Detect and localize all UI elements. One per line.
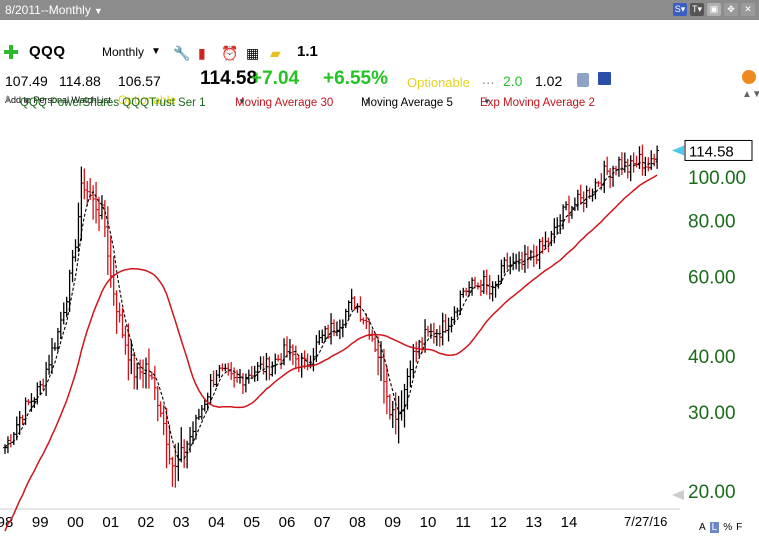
x-tick-label: 13 <box>525 514 542 531</box>
x-tick-label: 01 <box>102 514 119 531</box>
note-icon[interactable]: ▰ <box>270 45 281 61</box>
window-controls: S▾ T▾ ▣ ✥ ✕ <box>673 3 755 16</box>
y-tick-label: 80.00 <box>688 212 736 233</box>
chart-legend: ⬍ QQQ PowerShares QQQTrust Ser 1 ▼ Moving… <box>4 94 595 109</box>
x-tick-label: 06 <box>279 514 296 531</box>
x-tick-label: 98 <box>0 514 13 531</box>
bar-chart-icon[interactable]: ▮ <box>198 45 206 61</box>
last-price-label: 114.58 <box>689 143 734 160</box>
chevron-down-icon[interactable]: ▲▼ <box>742 89 759 100</box>
y-tick-label: 100.00 <box>688 168 746 189</box>
scale-option-a[interactable]: A <box>699 522 706 533</box>
move-icon[interactable]: ✥ <box>724 3 738 16</box>
y-tick-label: 30.00 <box>688 403 736 424</box>
change-value: +7.04 <box>251 68 300 89</box>
value-2: 2.0 <box>503 73 523 89</box>
x-tick-label: 12 <box>490 514 507 531</box>
save-icon[interactable]: ▣ <box>707 3 721 16</box>
ma30-line <box>4 174 658 532</box>
last-price-box <box>684 139 753 161</box>
high-value: 114.88 <box>59 73 101 89</box>
add-watchlist-link[interactable]: Add to Personal WatchList <box>5 95 111 105</box>
toolbar: QQQ Monthly ▼ 🔧 ▮ ⏰ ▦ ▰ 1.1 107.49 114.8… <box>0 20 759 107</box>
x-tick-label: 07 <box>314 514 331 531</box>
low-value: 106.57 <box>118 73 161 89</box>
x-tick-label: 14 <box>561 514 578 531</box>
optionable-label: Optionable <box>407 75 470 90</box>
date-label: 7/27/16 <box>624 514 667 529</box>
change-percent: +6.55% <box>323 68 388 89</box>
last-price: 114.58 <box>200 68 258 89</box>
add-symbol-icon[interactable] <box>4 45 18 59</box>
x-tick-label: 04 <box>208 514 225 531</box>
x-tick-label: 03 <box>173 514 190 531</box>
y-tick-label: 60.00 <box>688 268 736 289</box>
alarm-clock-icon[interactable]: ⏰ <box>221 45 239 61</box>
wrench-icon[interactable]: 🔧 <box>173 45 191 61</box>
chevron-down-icon[interactable]: ▼ <box>151 46 161 57</box>
chevron-down-icon[interactable]: ▼ <box>93 6 103 16</box>
symbol-input[interactable]: QQQ <box>29 43 66 60</box>
x-tick-label: 09 <box>384 514 401 531</box>
version-label: 1.1 <box>297 43 318 60</box>
x-tick-label: 99 <box>32 514 49 531</box>
x-tick-label: 02 <box>138 514 155 531</box>
calculator-icon[interactable]: ▦ <box>246 45 260 61</box>
database-icon[interactable] <box>577 73 589 87</box>
t-icon[interactable]: T▾ <box>690 3 704 16</box>
period-select[interactable]: Monthly <box>102 45 145 59</box>
window-title[interactable]: 8/2011--Monthly ▼ <box>5 3 103 17</box>
scale-option-pct[interactable]: % <box>723 522 733 533</box>
scale-option-f[interactable]: F <box>736 522 743 533</box>
x-tick-label: 00 <box>67 514 84 531</box>
y-tick-label: 40.00 <box>688 347 736 368</box>
x-tick-label: 10 <box>420 514 437 531</box>
x-tick-label: 05 <box>243 514 260 531</box>
y-tick-label: 20.00 <box>688 482 736 503</box>
close-icon[interactable]: ✕ <box>741 3 755 16</box>
ma5-line <box>4 160 658 461</box>
scale-option-l[interactable]: L <box>709 522 720 533</box>
settings-icon[interactable] <box>742 70 756 84</box>
last-price-marker <box>672 145 684 156</box>
window-titlebar: 8/2011--Monthly ▼ S▾ T▾ ▣ ✥ ✕ <box>0 0 759 20</box>
legend-toggle-icon[interactable]: ⬍ <box>4 94 12 104</box>
save-icon[interactable] <box>598 72 611 85</box>
s-icon[interactable]: S▾ <box>673 3 687 16</box>
value-3: 1.02 <box>535 73 563 89</box>
more-dots[interactable]: ... <box>482 71 495 88</box>
open-value: 107.49 <box>5 73 48 89</box>
x-tick-label: 08 <box>349 514 366 531</box>
low-marker <box>672 490 684 500</box>
x-tick-label: 11 <box>455 514 471 531</box>
scale-options: A L% F <box>699 522 746 533</box>
optionable-label-2: Optionable <box>118 93 177 107</box>
